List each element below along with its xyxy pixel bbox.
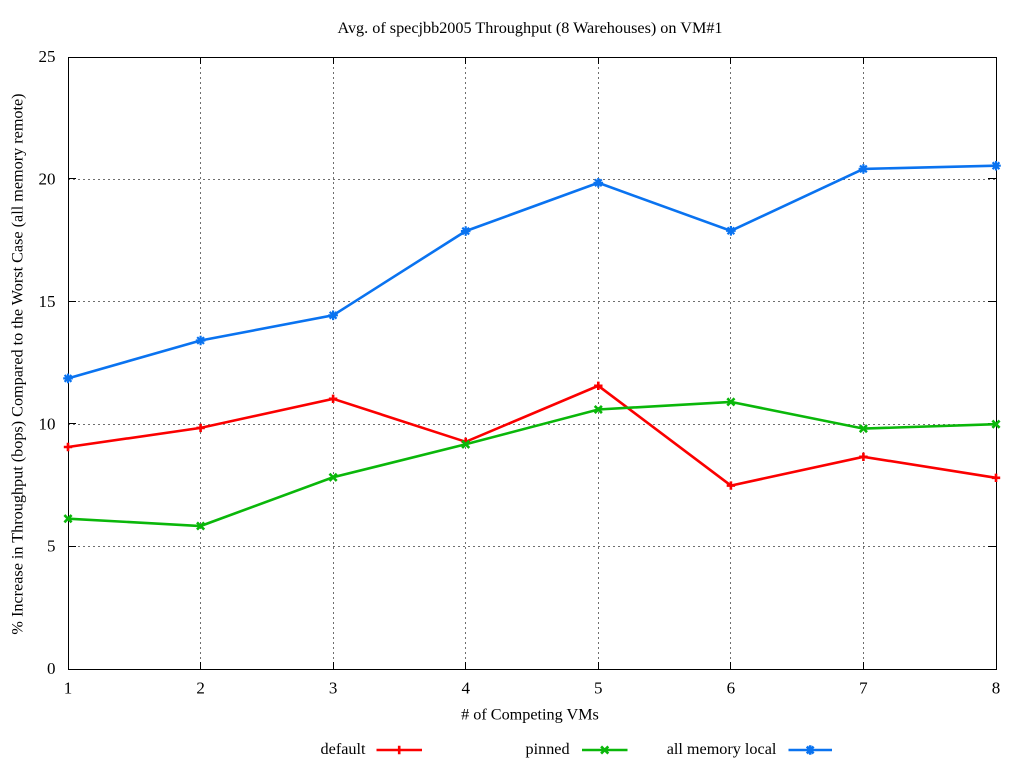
svg-text:20: 20: [39, 170, 56, 189]
svg-text:pinned: pinned: [526, 740, 570, 758]
svg-text:8: 8: [992, 678, 1001, 697]
svg-text:2: 2: [196, 678, 205, 697]
svg-text:all memory local: all memory local: [667, 740, 777, 758]
svg-text:4: 4: [461, 678, 470, 697]
svg-text:5: 5: [47, 537, 56, 556]
svg-text:0: 0: [47, 659, 56, 678]
svg-text:25: 25: [39, 47, 56, 66]
svg-text:1: 1: [64, 678, 73, 697]
svg-text:6: 6: [727, 678, 736, 697]
svg-text:Avg. of specjbb2005 Throughput: Avg. of specjbb2005 Throughput (8 Wareho…: [337, 19, 722, 37]
svg-text:7: 7: [859, 678, 868, 697]
svg-text:5: 5: [594, 678, 603, 697]
svg-text:15: 15: [39, 292, 56, 311]
svg-text:10: 10: [39, 414, 56, 433]
svg-text:% Increase in Throughput (bops: % Increase in Throughput (bops) Compared…: [9, 93, 27, 634]
svg-text:# of Competing VMs: # of Competing VMs: [461, 706, 599, 724]
svg-text:default: default: [321, 740, 366, 758]
svg-text:3: 3: [329, 678, 338, 697]
